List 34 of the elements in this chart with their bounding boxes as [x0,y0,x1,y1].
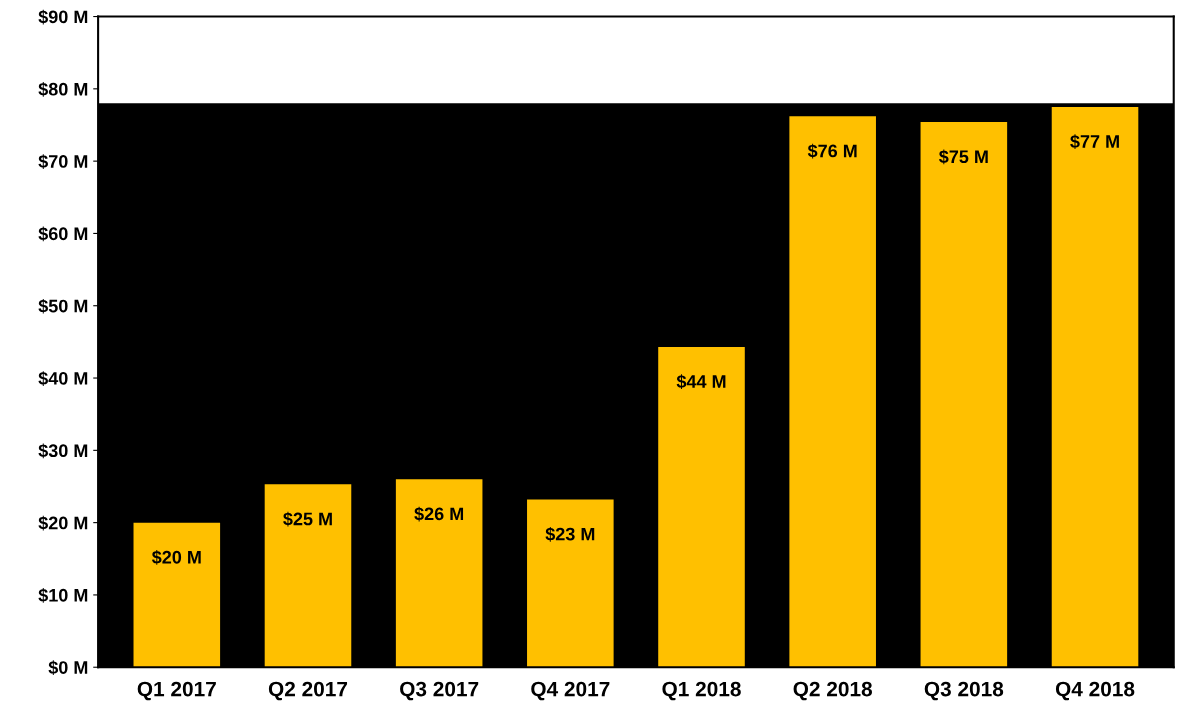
bar [1051,106,1139,668]
y-tick-label: $10 M [38,588,88,603]
x-tick-label: Q1 2018 [662,681,741,701]
bar [789,116,876,668]
data-label: $75 M [939,149,988,165]
x-tick-label: Q3 2017 [400,681,479,701]
bar [133,522,221,668]
data-label: $25 M [283,511,332,527]
data-label: $26 M [414,506,464,522]
y-tick-label: $60 M [38,226,88,242]
y-tick-label: $30 M [38,443,88,459]
x-tick-label: Q1 2017 [137,681,216,701]
bar [527,499,614,668]
y-tick-label: $40 M [38,371,88,386]
y-tick-label: $80 M [38,81,88,97]
bar [658,346,745,668]
data-label: $44 M [676,374,726,390]
x-tick-label: Q2 2017 [268,681,348,701]
data-label: $76 M [807,143,857,159]
bar [395,479,483,668]
y-tick-label: $50 M [38,298,88,314]
bar [264,484,352,668]
data-label: $23 M [545,526,595,542]
bar [920,122,1008,668]
x-tick-label: Q2 2018 [793,681,872,701]
y-tick-label: $20 M [38,515,88,531]
y-tick-label: $90 M [38,9,88,25]
x-tick-label: Q3 2018 [924,681,1004,701]
x-tick-label: Q4 2017 [531,681,610,701]
y-tick-label: $70 M [38,154,88,170]
y-tick-label: $0 M [48,660,88,676]
data-label: $77 M [1070,134,1119,150]
data-label: $20 M [151,550,201,565]
x-tick-label: Q4 2018 [1055,681,1135,701]
